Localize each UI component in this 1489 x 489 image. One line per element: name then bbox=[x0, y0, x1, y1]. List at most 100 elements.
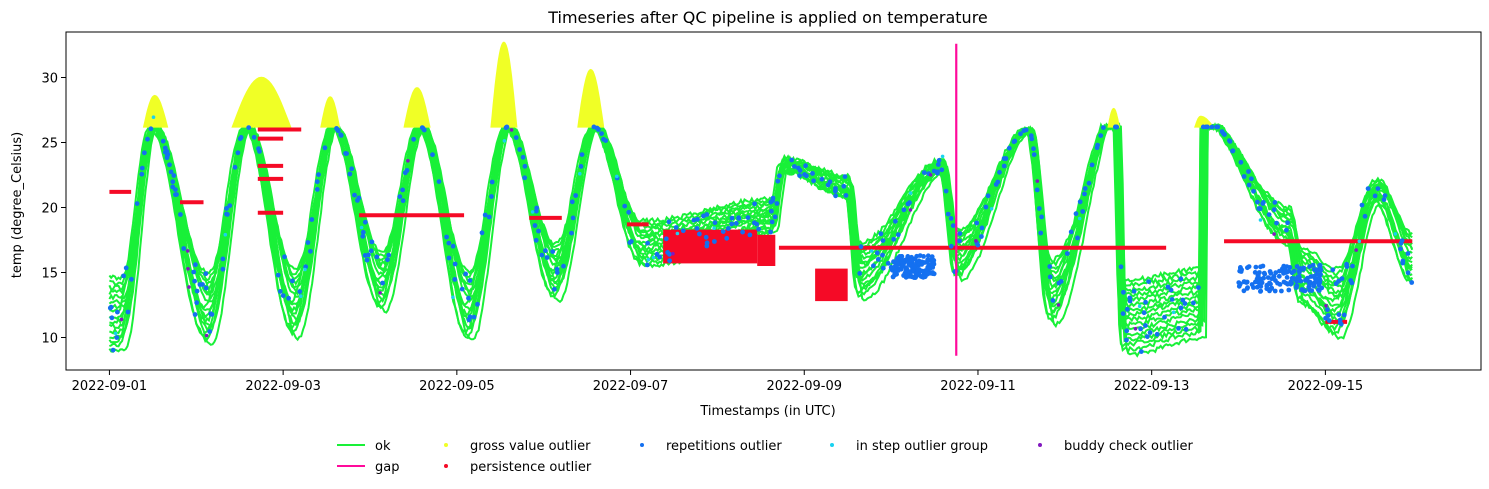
repetitions-outlier-point bbox=[885, 260, 891, 266]
repetitions-outlier-point bbox=[1288, 281, 1294, 287]
repetitions-outlier-point bbox=[1003, 156, 1009, 161]
buddy-check-outlier-point bbox=[1133, 326, 1138, 331]
repetitions-outlier-point bbox=[880, 252, 885, 258]
in-step-outlier-point bbox=[646, 257, 651, 262]
repetitions-outlier-point bbox=[1261, 270, 1267, 276]
repetitions-outlier-point bbox=[192, 278, 198, 284]
repetitions-outlier-point bbox=[194, 300, 200, 306]
x-tick-label: 2022-09-15 bbox=[1288, 379, 1364, 394]
repetitions-outlier-point bbox=[1205, 124, 1210, 130]
repetitions-outlier-point bbox=[667, 258, 672, 264]
repetitions-outlier-point bbox=[673, 225, 679, 230]
repetitions-outlier-point bbox=[914, 253, 920, 259]
buddy-check-outlier-point bbox=[1056, 303, 1061, 307]
repetitions-outlier-point bbox=[622, 203, 628, 209]
repetitions-outlier-point bbox=[436, 179, 442, 185]
repetitions-outlier-point bbox=[1261, 275, 1266, 281]
repetitions-outlier-point bbox=[139, 165, 145, 171]
repetitions-outlier-point bbox=[601, 136, 606, 142]
repetitions-outlier-point bbox=[591, 124, 597, 130]
repetitions-outlier-point bbox=[520, 154, 526, 160]
repetitions-outlier-point bbox=[1338, 321, 1344, 327]
repetitions-outlier-point bbox=[207, 329, 213, 334]
repetitions-outlier-point bbox=[1077, 199, 1083, 205]
repetitions-outlier-point bbox=[1241, 174, 1247, 179]
repetitions-outlier-point bbox=[1154, 331, 1160, 337]
repetitions-outlier-point bbox=[833, 186, 838, 191]
y-tick-label: 25 bbox=[41, 137, 58, 152]
repetitions-outlier-point bbox=[974, 220, 980, 226]
in-step-outlier-point bbox=[451, 295, 455, 300]
repetitions-outlier-point bbox=[1029, 136, 1035, 142]
repetitions-outlier-point bbox=[1095, 142, 1100, 148]
repetitions-outlier-point bbox=[819, 176, 825, 182]
repetitions-outlier-point bbox=[123, 265, 129, 271]
repetitions-outlier-point bbox=[374, 254, 380, 260]
repetitions-outlier-point bbox=[1266, 212, 1272, 218]
repetitions-outlier-point bbox=[1178, 276, 1184, 282]
plot-area bbox=[107, 41, 1415, 358]
repetitions-outlier-point bbox=[1344, 261, 1349, 267]
repetitions-outlier-point bbox=[125, 309, 131, 315]
in-step-outlier-point bbox=[1357, 239, 1362, 244]
repetitions-outlier-point bbox=[752, 201, 757, 207]
repetitions-outlier-point bbox=[297, 289, 303, 294]
in-step-outlier-point bbox=[223, 232, 228, 237]
repetitions-outlier-point bbox=[224, 206, 229, 211]
repetitions-outlier-point bbox=[1284, 227, 1289, 233]
repetitions-outlier-point bbox=[900, 261, 906, 266]
repetitions-outlier-point bbox=[1215, 124, 1221, 130]
repetitions-outlier-point bbox=[712, 220, 718, 226]
gross-value-outlier-marks bbox=[1194, 115, 1215, 128]
repetitions-outlier-point bbox=[1274, 220, 1279, 226]
repetitions-outlier-point bbox=[666, 219, 672, 225]
chart-title: Timeseries after QC pipeline is applied … bbox=[547, 8, 988, 27]
repetitions-outlier-point bbox=[1339, 276, 1345, 281]
repetitions-outlier-point bbox=[1264, 286, 1270, 292]
repetitions-outlier-point bbox=[1120, 311, 1126, 316]
repetitions-outlier-point bbox=[1333, 281, 1339, 287]
repetitions-outlier-point bbox=[552, 286, 557, 292]
buddy-check-outlier-point bbox=[186, 267, 190, 271]
repetitions-outlier-point bbox=[314, 179, 320, 185]
repetitions-outlier-point bbox=[1073, 211, 1079, 217]
repetitions-outlier-point bbox=[772, 214, 778, 220]
gross-value-outlier-marks bbox=[1107, 107, 1120, 128]
repetitions-outlier-point bbox=[768, 199, 774, 205]
repetitions-outlier-point bbox=[114, 335, 120, 340]
repetitions-outlier-point bbox=[736, 216, 742, 221]
buddy-check-outlier-point bbox=[185, 249, 190, 253]
repetitions-outlier-point bbox=[1183, 326, 1189, 332]
gross-value-outlier-marks bbox=[490, 41, 518, 128]
repetitions-outlier-point bbox=[1400, 260, 1406, 266]
persistence-outlier-block bbox=[663, 229, 758, 264]
repetitions-outlier-point bbox=[654, 251, 660, 257]
ok-series bbox=[108, 121, 1414, 358]
in-step-outlier-point bbox=[1137, 304, 1142, 309]
repetitions-outlier-point bbox=[178, 212, 183, 217]
repetitions-outlier-point bbox=[720, 229, 726, 235]
repetitions-outlier-point bbox=[1178, 305, 1184, 311]
x-tick-label: 2022-09-01 bbox=[72, 379, 148, 394]
repetitions-outlier-point bbox=[768, 229, 773, 235]
buddy-check-outlier-point bbox=[406, 159, 410, 163]
legend-label: in step outlier group bbox=[856, 439, 988, 454]
repetitions-outlier-point bbox=[1316, 288, 1322, 293]
repetitions-outlier-point bbox=[1050, 298, 1056, 303]
repetitions-outlier-point bbox=[1131, 288, 1137, 294]
repetitions-outlier-point bbox=[1372, 193, 1378, 199]
repetitions-outlier-point bbox=[1264, 282, 1270, 288]
in-step-outlier-point bbox=[989, 207, 994, 211]
repetitions-outlier-point bbox=[1098, 133, 1104, 139]
repetitions-outlier-point bbox=[1303, 278, 1308, 283]
repetitions-outlier-point bbox=[1047, 274, 1053, 280]
repetitions-outlier-point bbox=[1018, 131, 1023, 137]
repetitions-outlier-point bbox=[1409, 280, 1415, 285]
repetitions-outlier-point bbox=[554, 270, 560, 275]
repetitions-outlier-point bbox=[626, 209, 632, 215]
repetitions-outlier-point bbox=[704, 212, 710, 217]
repetitions-outlier-point bbox=[1316, 282, 1322, 288]
repetitions-outlier-point bbox=[644, 262, 650, 268]
in-step-outlier-point bbox=[869, 249, 874, 253]
repetitions-outlier-point bbox=[1317, 262, 1323, 268]
